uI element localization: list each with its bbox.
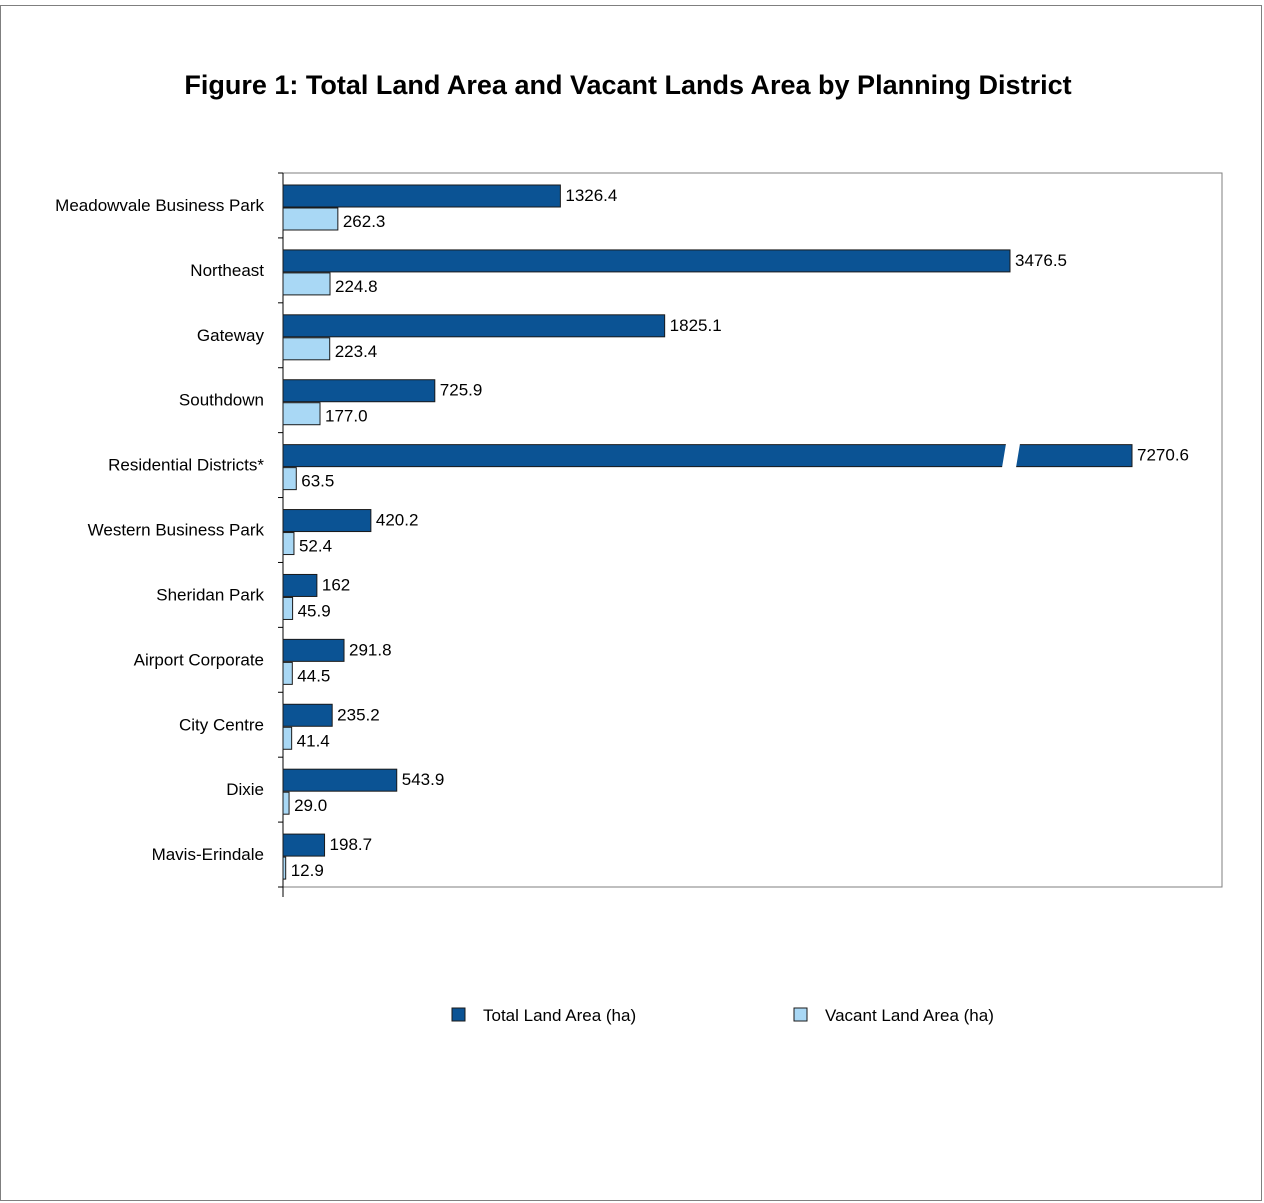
chart-title: Figure 1: Total Land Area and Vacant Lan… [184, 70, 1072, 100]
bar-total-land-area-ha-city-centre [282, 703, 333, 727]
bar-total-land-area-ha-gateway [282, 314, 666, 338]
bar-total-land-area-ha-southdown [282, 379, 436, 403]
legend-label-total-land-area-ha: Total Land Area (ha) [483, 1006, 636, 1025]
bar-total-land-area-ha-northeast [282, 249, 1011, 273]
category-label-dixie: Dixie [226, 780, 264, 799]
bar-vacant-land-area-ha-airport-corporate [282, 661, 293, 685]
bar-vacant-land-area-ha-dixie [282, 791, 290, 815]
bar-total-land-area-ha-residential-districts [282, 444, 1133, 468]
data-label-vacant-land-area-ha-dixie: 29.0 [294, 796, 327, 815]
bar-total-land-area-ha-western-business-park [282, 509, 372, 533]
category-label-mavis-erindale: Mavis-Erindale [152, 845, 264, 864]
legend-label-vacant-land-area-ha: Vacant Land Area (ha) [825, 1006, 994, 1025]
bar-vacant-land-area-ha-northeast [282, 272, 331, 296]
data-label-total-land-area-ha-city-centre: 235.2 [337, 705, 380, 724]
category-label-city-centre: City Centre [179, 715, 264, 734]
bar-total-land-area-ha-sheridan-park [282, 573, 318, 597]
data-label-vacant-land-area-ha-mavis-erindale: 12.9 [291, 861, 324, 880]
data-label-vacant-land-area-ha-northeast: 224.8 [335, 277, 378, 296]
data-label-vacant-land-area-ha-city-centre: 41.4 [297, 731, 330, 750]
data-label-total-land-area-ha-southdown: 725.9 [440, 381, 483, 400]
data-label-vacant-land-area-ha-gateway: 223.4 [335, 342, 378, 361]
legend-swatch-total-land-area-ha [451, 1007, 466, 1022]
bar-total-land-area-ha-airport-corporate [282, 638, 345, 662]
bar-total-land-area-ha-mavis-erindale [282, 833, 326, 857]
bar-vacant-land-area-ha-southdown [282, 402, 321, 426]
data-label-total-land-area-ha-dixie: 543.9 [402, 770, 445, 789]
legend-swatch-vacant-land-area-ha [793, 1007, 808, 1022]
data-label-vacant-land-area-ha-southdown: 177.0 [325, 407, 368, 426]
data-label-total-land-area-ha-northeast: 3476.5 [1015, 251, 1067, 270]
bar-vacant-land-area-ha-residential-districts [282, 467, 297, 491]
data-label-vacant-land-area-ha-airport-corporate: 44.5 [297, 666, 330, 685]
data-label-vacant-land-area-ha-western-business-park: 52.4 [299, 537, 332, 556]
bar-vacant-land-area-ha-meadowvale-business-park [282, 207, 339, 231]
data-label-total-land-area-ha-mavis-erindale: 198.7 [330, 835, 373, 854]
chart-frame [0, 5, 1262, 1201]
data-label-vacant-land-area-ha-residential-districts: 63.5 [301, 472, 334, 491]
category-label-northeast: Northeast [190, 261, 264, 280]
category-label-sheridan-park: Sheridan Park [156, 585, 264, 604]
data-label-total-land-area-ha-airport-corporate: 291.8 [349, 640, 392, 659]
category-label-airport-corporate: Airport Corporate [134, 650, 264, 669]
data-label-total-land-area-ha-gateway: 1825.1 [670, 316, 722, 335]
bar-total-land-area-ha-dixie [282, 768, 398, 792]
bar-vacant-land-area-ha-western-business-park [282, 532, 295, 556]
bar-total-land-area-ha-meadowvale-business-park [282, 184, 561, 208]
data-label-vacant-land-area-ha-meadowvale-business-park: 262.3 [343, 212, 386, 231]
plot-area [282, 172, 1223, 888]
category-label-residential-districts: Residential Districts* [108, 456, 264, 475]
category-label-western-business-park: Western Business Park [88, 521, 265, 540]
bar-vacant-land-area-ha-sheridan-park [282, 596, 294, 620]
bar-vacant-land-area-ha-gateway [282, 337, 331, 361]
data-label-total-land-area-ha-sheridan-park: 162 [322, 575, 350, 594]
data-label-vacant-land-area-ha-sheridan-park: 45.9 [298, 601, 331, 620]
data-label-total-land-area-ha-residential-districts: 7270.6 [1137, 446, 1189, 465]
data-label-total-land-area-ha-western-business-park: 420.2 [376, 511, 419, 530]
bar-vacant-land-area-ha-mavis-erindale [282, 856, 287, 880]
category-label-gateway: Gateway [197, 326, 265, 345]
bar-vacant-land-area-ha-city-centre [282, 726, 293, 750]
data-label-total-land-area-ha-meadowvale-business-park: 1326.4 [565, 186, 617, 205]
category-label-southdown: Southdown [179, 391, 264, 410]
axis-break-marker [1002, 443, 1020, 468]
category-label-meadowvale-business-park: Meadowvale Business Park [55, 196, 264, 215]
